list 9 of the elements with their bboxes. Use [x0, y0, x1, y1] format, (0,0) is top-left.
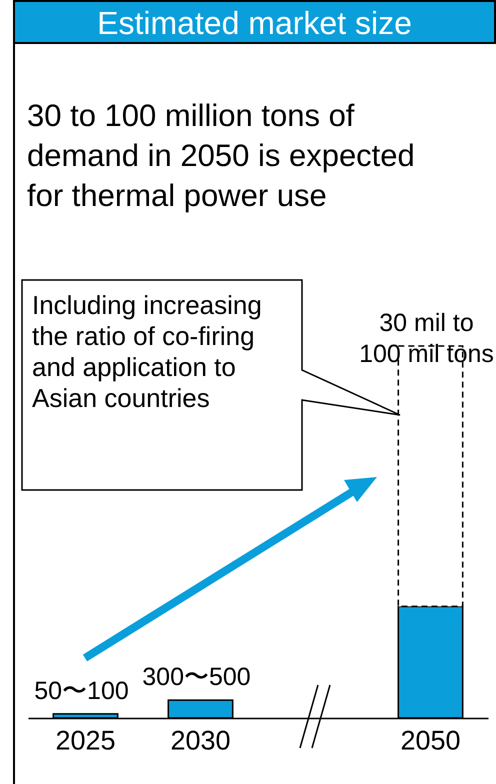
annotation: Including increasing the ratio of co-firing and application to Asian countries [32, 290, 263, 414]
annotation: 50〜100 [34, 676, 129, 705]
x-tick-label: 2025 [55, 726, 116, 756]
annotation: 30 mil to 100 mil tons [359, 309, 494, 368]
chart-title: Estimated market size [13, 0, 496, 44]
annotation: 300〜500 [142, 663, 251, 692]
chart-subtitle: 30 to 100 million tons of demand in 2050 is expected for thermal power use [27, 97, 416, 215]
x-tick-label: 2030 [170, 726, 231, 756]
x-tick-label: 2050 [400, 726, 461, 756]
